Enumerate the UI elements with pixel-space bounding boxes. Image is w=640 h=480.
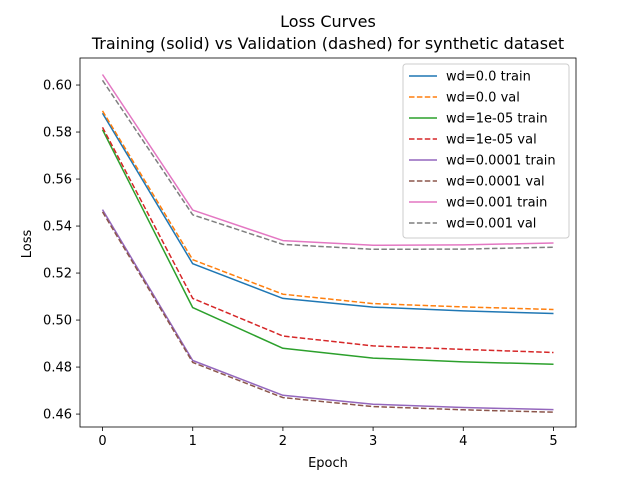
- y-tick-label-4: 0.54: [43, 220, 72, 235]
- y-tick-label-7: 0.60: [43, 79, 72, 94]
- y-tick-label-6: 0.58: [43, 126, 72, 141]
- series-line-1: [101, 110, 554, 311]
- legend-label-6: wd=0.001 train: [446, 196, 547, 211]
- y-tick-label-3: 0.52: [43, 267, 72, 282]
- chart-title: Loss Curves: [280, 12, 376, 31]
- x-axis-label: Epoch: [308, 456, 348, 471]
- legend-label-2: wd=1e-05 train: [446, 112, 548, 127]
- y-tick-label-1: 0.48: [43, 361, 72, 376]
- legend-label-0: wd=0.0 train: [446, 70, 531, 85]
- series-line-0: [101, 112, 554, 315]
- axes-frame: [79, 57, 577, 428]
- series-line-2: [101, 129, 554, 365]
- legend-label-3: wd=1e-05 val: [446, 133, 537, 148]
- series-line-4: [101, 209, 554, 411]
- x-tick-label-3: 3: [369, 434, 377, 449]
- x-tick-label-2: 2: [279, 434, 287, 449]
- legend-label-1: wd=0.0 val: [446, 91, 520, 106]
- axes: 0 1 2 3 4 5 0.46 0.48 0.50 0.52 0.54 0.56 0.58 0.60: [43, 57, 577, 449]
- legend: wd=0.0 train wd=0.0 val wd=1e-05 train wd=1…: [402, 63, 570, 239]
- y-axis-label: Loss: [20, 230, 35, 259]
- plot-area: [101, 74, 554, 413]
- legend-box: [402, 63, 570, 239]
- legend-label-7: wd=0.001 val: [446, 217, 536, 232]
- y-tick-label-5: 0.56: [43, 173, 72, 188]
- x-tick-label-4: 4: [459, 434, 467, 449]
- series-line-5: [101, 211, 554, 413]
- x-tick-label-1: 1: [189, 434, 197, 449]
- series-line-7: [101, 79, 554, 251]
- x-tick-label-0: 0: [98, 434, 106, 449]
- y-tick-label-2: 0.50: [43, 314, 72, 329]
- x-tick-label-5: 5: [549, 434, 557, 449]
- y-tick-label-0: 0.46: [43, 408, 72, 423]
- chart-subtitle: Training (solid) vs Validation (dashed) …: [91, 34, 564, 53]
- series-line-6: [101, 74, 554, 247]
- series-line-3: [101, 126, 554, 354]
- legend-label-4: wd=0.0001 train: [446, 154, 556, 169]
- legend-label-5: wd=0.0001 val: [446, 175, 545, 190]
